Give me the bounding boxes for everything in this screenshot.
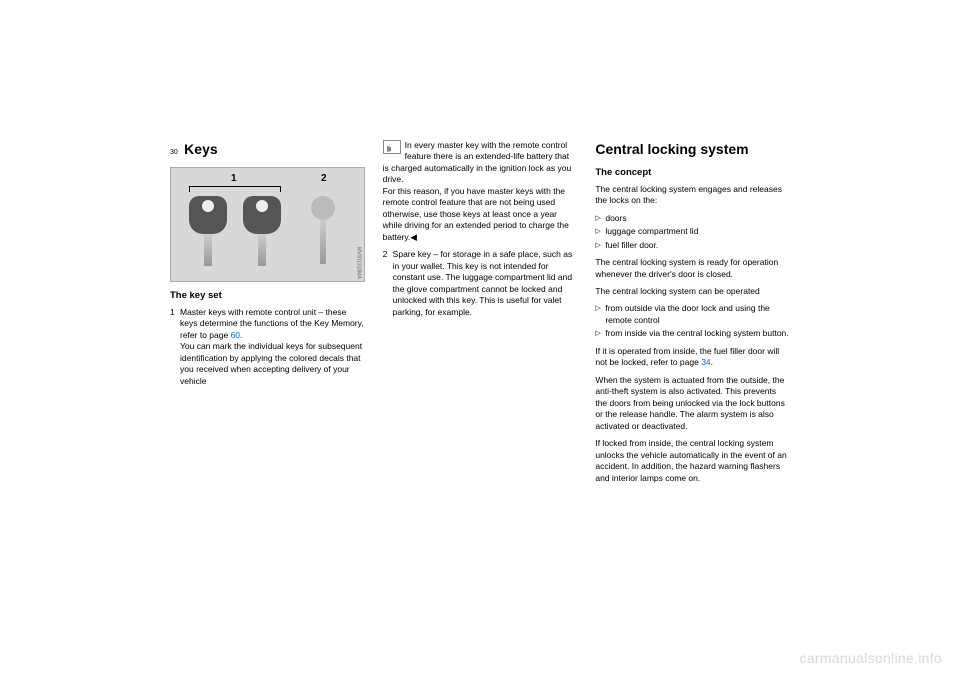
bullet-item: ▷ fuel filler door.: [595, 240, 790, 251]
section-title-keys: Keys: [184, 141, 217, 157]
note-icon: [383, 140, 401, 154]
note-paragraph: In every master key with the remote cont…: [383, 140, 578, 243]
paragraph: The central locking system can be operat…: [595, 286, 790, 297]
item-text: Spare key – for storage in a safe place,…: [393, 249, 578, 318]
list-item-1: 1 Master keys with remote control unit –…: [170, 307, 365, 387]
bullet-item: ▷ doors: [595, 213, 790, 224]
page-link-60[interactable]: 60: [231, 330, 240, 340]
bullet-item: ▷ from outside via the door lock and usi…: [595, 303, 790, 326]
subheading-key-set: The key set: [170, 290, 365, 303]
bullet-icon: ▷: [595, 328, 605, 339]
section-title-central-locking: Central locking system: [595, 140, 790, 159]
header-row: 30 Keys: [170, 140, 365, 159]
manual-page: 30 Keys 1 2 MV001310MA The key set 1 Mas…: [170, 140, 790, 490]
bullet-icon: ▷: [595, 213, 605, 224]
column-1: 30 Keys 1 2 MV001310MA The key set 1 Mas…: [170, 140, 365, 490]
paragraph: If it is operated from inside, the fuel …: [595, 346, 790, 369]
subheading-concept: The concept: [595, 167, 790, 180]
bullet-item: ▷ luggage compartment lid: [595, 226, 790, 237]
paragraph: The central locking system engages and r…: [595, 184, 790, 207]
column-2: In every master key with the remote cont…: [383, 140, 578, 490]
bullet-icon: ▷: [595, 303, 605, 326]
column-3: Central locking system The concept The c…: [595, 140, 790, 490]
page-link-34[interactable]: 34: [701, 357, 710, 367]
bullet-icon: ▷: [595, 226, 605, 237]
watermark: carmanualsonline.info: [800, 650, 943, 666]
paragraph: The central locking system is ready for …: [595, 257, 790, 280]
key-set-figure: 1 2 MV001310MA: [170, 167, 365, 282]
item-text: Master keys with remote control unit – t…: [180, 307, 365, 387]
list-item-2: 2 Spare key – for storage in a safe plac…: [383, 249, 578, 318]
bullet-icon: ▷: [595, 240, 605, 251]
paragraph: If locked from inside, the central locki…: [595, 438, 790, 484]
paragraph: When the system is actuated from the out…: [595, 375, 790, 432]
bullet-item: ▷ from inside via the central locking sy…: [595, 328, 790, 339]
figure-label-1: 1: [231, 172, 237, 186]
figure-label-2: 2: [321, 172, 327, 186]
page-number: 30: [170, 149, 178, 156]
figure-bracket: [189, 186, 281, 187]
item-number: 2: [383, 249, 393, 318]
figure-code: MV001310MA: [355, 247, 362, 279]
master-key-icon: [189, 196, 227, 266]
master-key-icon: [243, 196, 281, 266]
end-marker-icon: ◀: [410, 232, 417, 242]
item-number: 1: [170, 307, 180, 387]
spare-key-icon: [311, 196, 335, 266]
